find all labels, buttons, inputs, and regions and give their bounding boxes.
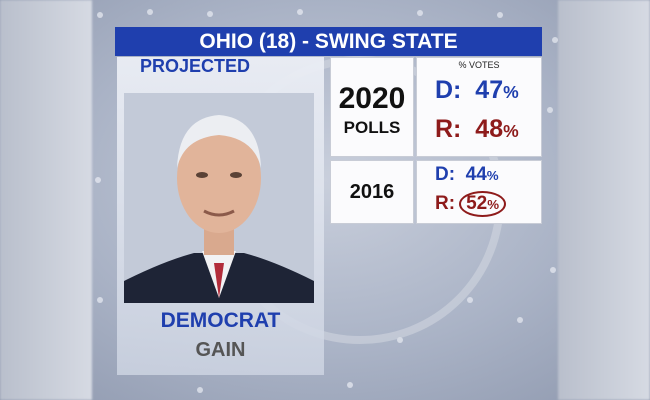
poll-cell: % VOTES D: 47% R: 48% <box>416 57 542 157</box>
party: D: <box>435 76 462 104</box>
row: R: 48% <box>435 115 519 144</box>
label: POLLS <box>343 118 401 137</box>
year: 2020 <box>338 82 406 115</box>
value: 44 <box>465 164 487 185</box>
party: R: <box>435 193 456 214</box>
unit: % <box>487 197 500 212</box>
party: DEMOCRAT <box>160 309 281 332</box>
title-bar: OHIO (18) - SWING STATE <box>115 27 542 56</box>
row: R: 52% <box>435 191 507 217</box>
blur-left <box>0 0 92 400</box>
row: D: 44% <box>435 164 499 186</box>
candidate-photo <box>124 93 314 303</box>
year-cell: 2016 <box>330 160 414 224</box>
party: R: <box>435 115 462 143</box>
unit: % <box>503 121 519 141</box>
result-cell: D: 44% R: 52% <box>416 160 542 224</box>
value: 52 <box>466 193 488 214</box>
blur-right <box>558 0 650 400</box>
caption: % VOTES <box>458 60 500 70</box>
title: OHIO (18) - SWING STATE <box>199 30 458 53</box>
unit: % <box>486 168 499 183</box>
row: D: 47% <box>435 76 519 105</box>
year: 2016 <box>349 181 395 203</box>
unit: % <box>503 82 519 102</box>
value: 47 <box>475 76 504 104</box>
status: PROJECTED <box>140 56 251 76</box>
year-cell: 2020 POLLS <box>330 57 414 157</box>
result: GAIN <box>195 339 246 361</box>
highlight: 52% <box>459 191 507 217</box>
party: D: <box>435 164 456 185</box>
value: 48 <box>475 115 504 143</box>
